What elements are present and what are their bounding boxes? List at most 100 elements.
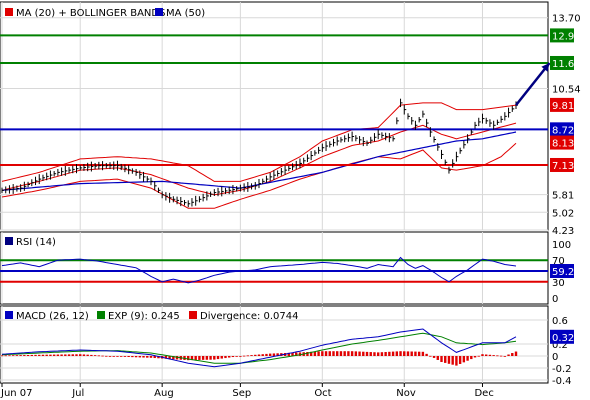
- macd-y-tick-label: 0.6: [552, 316, 568, 327]
- divergence-bar: [451, 356, 454, 365]
- divergence-bar: [49, 354, 52, 356]
- price-y-tick-label: 13.70: [552, 14, 581, 25]
- rsi-y-tick-label: 70: [552, 256, 565, 267]
- macd-value-badge: 0.32: [552, 333, 574, 344]
- rsi-value-badge: 59.26: [552, 267, 581, 278]
- divergence-bar: [354, 351, 358, 356]
- divergence-bar: [239, 356, 242, 357]
- divergence-bar: [358, 351, 361, 356]
- divergence-bar: [444, 356, 447, 363]
- legend-swatch-icon: [5, 311, 13, 319]
- divergence-bar: [190, 356, 194, 361]
- macd-y-tick-label: 0.2: [552, 340, 568, 351]
- price-y-tick-label: 4.23: [552, 226, 574, 237]
- divergence-bar: [153, 356, 156, 359]
- rsi-y-tick-label: 0: [552, 294, 558, 305]
- divergence-bar: [11, 355, 15, 357]
- divergence-bar: [268, 353, 272, 356]
- level-badge-bg: [550, 55, 574, 70]
- divergence-bar: [138, 356, 142, 358]
- value-badge: 9.81: [552, 101, 574, 112]
- divergence-bar: [462, 356, 466, 363]
- divergence-bar: [0, 355, 4, 357]
- divergence-bar: [45, 354, 48, 356]
- divergence-bar: [175, 356, 179, 360]
- divergence-bar: [60, 354, 63, 356]
- divergence-bar: [242, 355, 246, 357]
- divergence-bar: [432, 356, 436, 358]
- divergence-bar: [220, 356, 223, 359]
- divergence-bar: [332, 351, 335, 356]
- divergence-bar: [172, 356, 175, 360]
- divergence-bar: [362, 351, 365, 356]
- divergence-bar: [71, 354, 74, 356]
- divergence-bar: [425, 353, 428, 356]
- price-y-tick-label: 10.54: [552, 85, 581, 96]
- divergence-bar: [499, 355, 503, 357]
- divergence-bar: [406, 351, 410, 356]
- divergence-bar: [75, 354, 78, 356]
- divergence-bar: [440, 356, 443, 362]
- divergence-bar: [8, 355, 11, 357]
- divergence-bar: [458, 356, 462, 364]
- divergence-bar: [492, 355, 495, 356]
- legend-rsi-label: RSI (14): [16, 237, 56, 248]
- divergence-bar: [313, 351, 317, 356]
- divergence-bar: [410, 351, 413, 356]
- divergence-bar: [507, 354, 510, 356]
- divergence-bar: [485, 354, 488, 356]
- divergence-bar: [295, 352, 298, 356]
- divergence-bar: [97, 355, 101, 357]
- level-badge: 7.13: [552, 161, 574, 172]
- macd-legend: MACD (26, 12) EXP (9): 0.245 Divergence:…: [5, 311, 299, 322]
- forecast-arrowhead-icon: [541, 62, 550, 72]
- upper-bollinger-band: [1, 102, 517, 182]
- divergence-bar: [373, 352, 376, 356]
- divergence-bar: [257, 354, 261, 356]
- lower-bollinger-band: [1, 142, 517, 209]
- divergence-bar: [157, 356, 160, 359]
- divergence-bar: [369, 352, 372, 356]
- divergence-bar: [194, 356, 197, 361]
- divergence-bar: [216, 356, 220, 360]
- legend-swatch-icon: [5, 8, 13, 16]
- divergence-bar: [421, 351, 425, 356]
- divergence-bar: [246, 355, 250, 357]
- divergence-bar: [38, 354, 41, 356]
- divergence-bar: [388, 351, 391, 356]
- divergence-bar: [496, 355, 499, 357]
- divergence-bar: [112, 356, 115, 357]
- divergence-bar: [201, 356, 205, 360]
- divergence-bar: [347, 351, 350, 356]
- divergence-bar: [376, 352, 380, 356]
- divergence-bar: [82, 354, 86, 356]
- divergence-bar: [380, 352, 384, 356]
- divergence-bar: [429, 355, 432, 357]
- divergence-bar: [231, 356, 235, 358]
- divergence-bar: [224, 356, 227, 359]
- divergence-bar: [34, 354, 37, 356]
- divergence-bar: [336, 351, 339, 356]
- divergence-bar: [213, 356, 216, 360]
- divergence-bar: [265, 353, 268, 356]
- divergence-bar: [131, 356, 134, 358]
- divergence-bar: [119, 356, 123, 357]
- divergence-bar: [384, 352, 387, 356]
- level-badge-bg: [550, 28, 574, 43]
- divergence-bar: [168, 356, 171, 359]
- divergence-bar: [4, 355, 7, 357]
- divergence-bar: [250, 355, 253, 356]
- legend-ma50-label: MA (50): [166, 8, 205, 19]
- divergence-bar: [93, 355, 97, 356]
- divergence-bar: [488, 354, 492, 356]
- divergence-bar: [164, 356, 168, 359]
- legend-divergence-label: Divergence: 0.0744: [200, 311, 299, 322]
- divergence-bar: [395, 351, 399, 356]
- divergence-bar: [306, 352, 309, 356]
- legend-swatch-icon: [97, 311, 105, 319]
- divergence-bar: [403, 351, 406, 356]
- divergence-bar: [298, 352, 302, 356]
- divergence-bar: [455, 356, 458, 366]
- x-tick-label: Jun 07: [0, 388, 33, 399]
